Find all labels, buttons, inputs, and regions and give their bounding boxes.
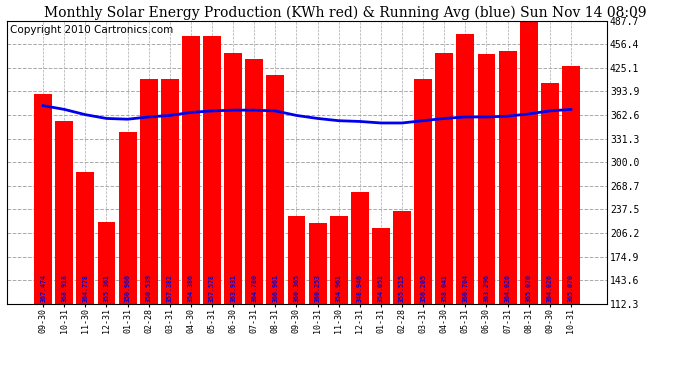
Bar: [161, 79, 179, 375]
Bar: [477, 54, 495, 375]
Text: 360.253: 360.253: [315, 274, 321, 302]
Bar: [330, 216, 348, 375]
Bar: [351, 192, 368, 375]
Text: 360.365: 360.365: [293, 274, 299, 302]
Bar: [119, 132, 137, 375]
Text: 356.205: 356.205: [420, 274, 426, 302]
Text: 357.382: 357.382: [167, 274, 172, 302]
Text: Monthly Solar Energy Production (KWh red) & Running Avg (blue) Sun Nov 14 08:09: Monthly Solar Energy Production (KWh red…: [43, 6, 647, 20]
Text: 354.386: 354.386: [188, 274, 194, 302]
Bar: [541, 83, 559, 375]
Bar: [499, 51, 517, 375]
Bar: [393, 211, 411, 375]
Bar: [288, 216, 306, 375]
Bar: [520, 21, 538, 375]
Text: 364.778: 364.778: [82, 274, 88, 302]
Bar: [34, 94, 52, 375]
Text: 364.780: 364.780: [251, 274, 257, 302]
Bar: [203, 36, 221, 375]
Bar: [414, 79, 432, 375]
Text: 363.296: 363.296: [484, 274, 489, 302]
Text: 363.931: 363.931: [230, 274, 236, 302]
Text: 354.051: 354.051: [378, 274, 384, 302]
Text: 368.918: 368.918: [61, 274, 67, 302]
Text: 354.961: 354.961: [336, 274, 342, 302]
Text: 364.026: 364.026: [547, 274, 553, 302]
Bar: [182, 36, 200, 375]
Text: 348.946: 348.946: [357, 274, 363, 302]
Text: 358.041: 358.041: [442, 274, 447, 302]
Bar: [562, 66, 580, 375]
Text: 350.966: 350.966: [125, 274, 130, 302]
Bar: [224, 53, 242, 375]
Bar: [308, 222, 326, 375]
Bar: [372, 228, 390, 375]
Bar: [456, 34, 474, 375]
Bar: [266, 75, 284, 375]
Bar: [435, 53, 453, 375]
Text: 360.704: 360.704: [462, 274, 469, 302]
Text: 357.578: 357.578: [209, 274, 215, 302]
Text: 367.474: 367.474: [40, 274, 46, 302]
Bar: [140, 79, 158, 375]
Text: 365.070: 365.070: [568, 274, 574, 302]
Text: 364.026: 364.026: [504, 274, 511, 302]
Text: Copyright 2010 Cartronics.com: Copyright 2010 Cartronics.com: [10, 25, 173, 35]
Text: 355.515: 355.515: [399, 274, 405, 302]
Bar: [55, 121, 73, 375]
Text: 365.070: 365.070: [526, 274, 532, 302]
Bar: [97, 222, 115, 375]
Text: 355.361: 355.361: [104, 274, 110, 302]
Text: 366.961: 366.961: [273, 274, 278, 302]
Text: 350.539: 350.539: [146, 274, 152, 302]
Bar: [77, 172, 95, 375]
Bar: [246, 59, 264, 375]
